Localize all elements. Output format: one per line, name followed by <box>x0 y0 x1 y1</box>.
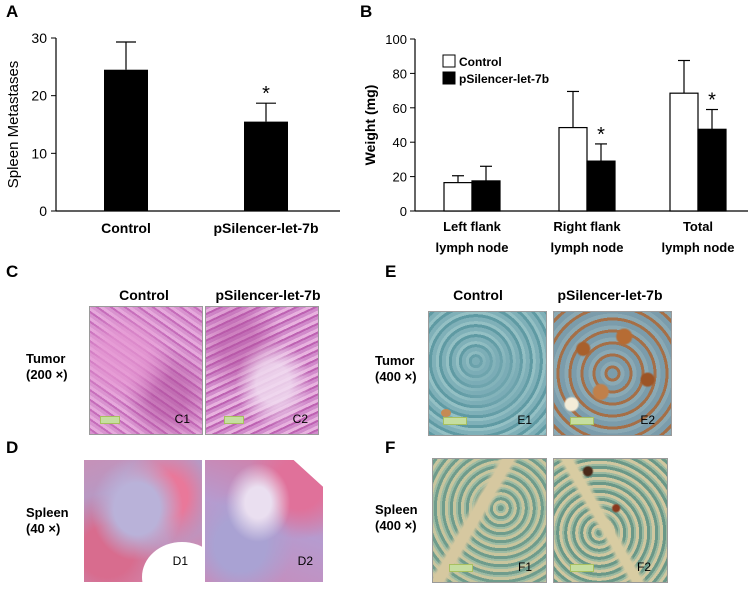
x-category-label: lymph node <box>436 240 509 255</box>
legend-swatch <box>442 71 456 85</box>
bar <box>104 69 148 211</box>
micrograph-e2: E2 <box>553 311 672 436</box>
image-tag-f1: F1 <box>517 560 532 574</box>
scale-bar <box>224 416 244 424</box>
scale-bar <box>443 417 467 425</box>
bar <box>669 92 699 212</box>
chart-a-spleen-metastases: 0 10 20 30 Spleen Metastases Control * pSilence… <box>5 30 340 236</box>
micrograph-f1: F1 <box>432 458 547 583</box>
bar <box>244 121 288 211</box>
micrograph-e1: E1 <box>428 311 547 436</box>
row-label-spleen-d: Spleen (40 ×) <box>26 505 69 537</box>
legend-swatch <box>442 54 456 68</box>
chart-b-lymph-node-weight: 0 20 40 60 80 100 Weight (mg) Left flank lymph n… <box>362 32 748 255</box>
image-tag-f2: F2 <box>636 560 651 574</box>
x-category-label: lymph node <box>662 240 735 255</box>
micrograph-c1: C1 <box>89 306 203 435</box>
y-tick-label: 100 <box>385 32 407 47</box>
y-tick-label: 80 <box>393 66 407 81</box>
y-tick-label: 40 <box>393 135 407 150</box>
image-tag-e2: E2 <box>640 413 655 427</box>
micrograph-f2: F2 <box>553 458 668 583</box>
panel-label-e: E <box>385 262 397 281</box>
x-category-label: lymph node <box>551 240 624 255</box>
micrograph-c2: C2 <box>205 306 319 435</box>
image-tag-d2: D2 <box>297 554 313 568</box>
bar <box>443 182 473 212</box>
micrograph-d1: D1 <box>84 460 202 582</box>
y-tick-label: 20 <box>393 170 407 185</box>
row-label-magnification: (200 ×) <box>26 367 68 382</box>
scale-bar <box>570 564 594 572</box>
row-label-spleen-f: Spleen (400 ×) <box>375 502 418 534</box>
bar <box>586 160 616 212</box>
row-label-tissue: Spleen <box>375 502 418 517</box>
x-category-label: pSilencer-let-7b <box>213 220 318 236</box>
y-tick-label: 30 <box>31 30 47 46</box>
scale-bar <box>449 564 473 572</box>
y-tick-label: 10 <box>31 145 47 161</box>
scale-bar <box>100 416 120 424</box>
scale-bar <box>570 417 594 425</box>
row-label-tissue: Tumor <box>26 351 66 366</box>
col-header-control-e: Control <box>453 287 503 303</box>
panel-label-c: C <box>6 262 19 281</box>
significance-marker: * <box>597 124 605 146</box>
image-tag-c1: C1 <box>174 412 190 426</box>
image-tag-c2: C2 <box>292 412 308 426</box>
x-category-label: Control <box>101 220 151 236</box>
col-header-control-c: Control <box>119 287 169 303</box>
legend-label: pSilencer-let-7b <box>459 72 549 86</box>
bar <box>697 128 727 212</box>
x-category-label: Total <box>683 219 713 234</box>
row-label-magnification: (400 ×) <box>375 518 417 533</box>
legend-label: Control <box>459 55 502 69</box>
row-label-magnification: (400 ×) <box>375 369 417 384</box>
x-category-label: Right flank <box>553 219 621 234</box>
y-axis-title: Weight (mg) <box>362 85 378 166</box>
row-label-magnification: (40 ×) <box>26 521 61 536</box>
y-axis-title: Spleen Metastases <box>5 61 22 189</box>
row-label-tissue: Spleen <box>26 505 69 520</box>
x-category-label: Left flank <box>443 219 502 234</box>
image-tag-e1: E1 <box>517 413 532 427</box>
image-tag-d1: D1 <box>172 554 188 568</box>
panel-label-b: B <box>360 2 373 21</box>
stained-cell <box>441 409 451 417</box>
y-tick-label: 0 <box>39 203 47 219</box>
row-label-tumor-e: Tumor (400 ×) <box>375 353 417 385</box>
row-label-tumor-c: Tumor (200 ×) <box>26 351 68 383</box>
y-tick-label: 0 <box>400 204 407 219</box>
panel-label-a: A <box>6 2 19 21</box>
significance-marker: * <box>262 83 270 105</box>
panel-label-d: D <box>6 438 19 457</box>
col-header-psilencer-c: pSilencer-let-7b <box>215 287 321 303</box>
significance-marker: * <box>708 90 716 112</box>
y-tick-label: 60 <box>393 101 407 116</box>
col-header-psilencer-e: pSilencer-let-7b <box>557 287 663 303</box>
bar <box>558 126 588 212</box>
y-tick-label: 20 <box>31 88 47 104</box>
panel-label-f: F <box>385 438 396 457</box>
row-label-tissue: Tumor <box>375 353 415 368</box>
bar <box>471 180 501 212</box>
micrograph-d2: D2 <box>205 460 323 582</box>
